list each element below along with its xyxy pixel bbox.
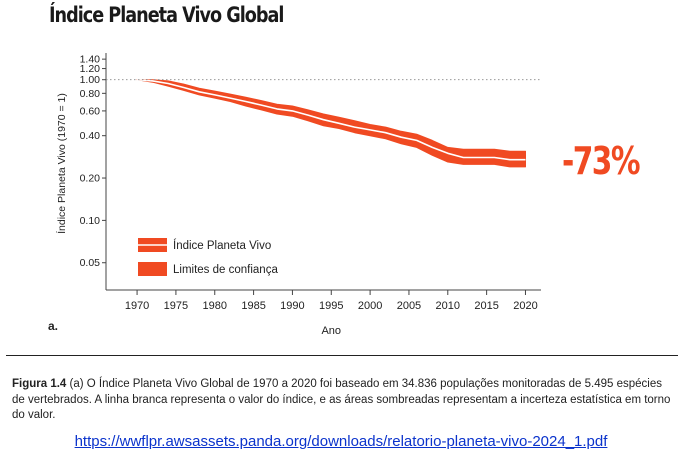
legend-label-index: Índice Planeta Vivo [173,239,271,252]
caption-divider [6,355,678,356]
index-line-layer [137,78,526,161]
figure-caption: Figura 1.4 (a) O Índice Planeta Vivo Glo… [12,377,672,424]
panel-label: a. [48,319,58,333]
legend-swatch-confidence [138,262,167,276]
x-tick-label: 1990 [280,300,304,312]
y-tick-label: 0.80 [80,88,101,100]
x-tick-label: 2015 [474,300,498,312]
x-tick-label: 2005 [397,300,421,312]
source-link[interactable]: https://wwflpr.awsassets.panda.org/downl… [74,433,608,450]
axes: 0.05 0.10 0.20 0.40 0.60 0.80 1.001.201.40 1970… [55,53,541,337]
confidence-band [136,79,526,168]
caption-text: (a) O Índice Planeta Vivo Global de 1970… [12,378,671,421]
y-tick-label: 1.20 [80,63,101,75]
x-tick-label: 1995 [319,300,343,312]
chart-title: Índice Planeta Vivo Global [49,3,284,27]
legend: Índice Planeta Vivo Limites de confiança [138,238,278,276]
caption-label: Figura 1.4 [12,378,67,390]
change-label: -73% [562,139,640,184]
x-tick-label: 1975 [164,300,188,312]
x-axis-label: Ano [321,325,341,337]
x-tick-label: 1985 [241,300,265,312]
x-tick-label: 1980 [203,300,227,312]
x-tick-label: 2020 [513,300,537,312]
x-tick-label: 2010 [436,300,460,312]
y-tick-label: 0.20 [80,173,101,185]
index-line [137,78,526,161]
y-tick-label: 1.00 [80,74,101,86]
y-tick-label: 1.40 [80,54,101,66]
confidence-band-layer [136,79,526,168]
y-tick-label: 0.05 [80,257,101,269]
y-tick-label: 0.40 [80,130,101,142]
y-tick-label: 0.10 [80,215,101,227]
x-tick-label: 1970 [125,300,149,312]
y-tick-label: 0.60 [80,105,101,117]
legend-label-confidence: Limites de confiança [173,264,278,276]
chart: 0.05 0.10 0.20 0.40 0.60 0.80 1.001.201.40 1970… [48,53,642,337]
y-axis-label: Índice Planeta Vivo (1970 = 1) [55,93,68,234]
x-tick-label: 2000 [358,300,382,312]
